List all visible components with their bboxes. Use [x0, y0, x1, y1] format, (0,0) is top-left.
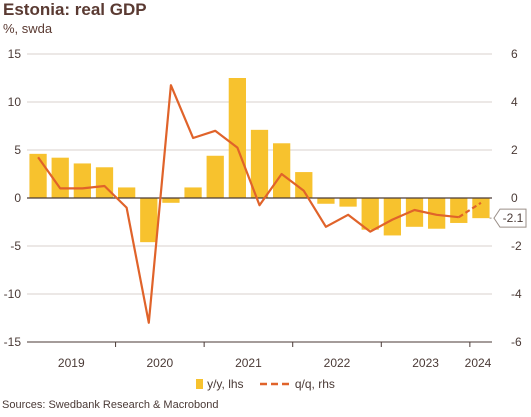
annotation-box: [493, 208, 527, 228]
bar: [140, 198, 158, 243]
legend-label-qq: q/q, rhs: [294, 377, 335, 391]
y-right-tick-label: 0: [511, 191, 518, 205]
bar: [51, 157, 69, 198]
bar: [405, 198, 424, 227]
y-right-tick-label: -2: [511, 239, 522, 253]
x-tick-label: 2022: [324, 356, 351, 370]
bar: [450, 198, 468, 223]
bar: [317, 198, 335, 204]
annotation-label: -2.1: [503, 211, 524, 225]
line-series-qq: [37, 84, 482, 324]
qq-line-path: [37, 84, 459, 324]
bar-swatch-icon: [196, 379, 204, 389]
bar: [73, 163, 91, 198]
bar: [428, 198, 446, 229]
legend-item-yy: y/y, lhs: [196, 377, 244, 391]
y-right-tick-label: -4: [511, 287, 522, 301]
y-right-tick-label: -6: [511, 335, 522, 349]
value-annotation: -2.1: [489, 208, 527, 228]
x-tick-label: 2023: [412, 356, 439, 370]
x-tick-label: 2019: [58, 356, 85, 370]
chart-subtitle: %, swda: [3, 21, 53, 36]
bar: [228, 78, 246, 198]
bar: [118, 187, 136, 198]
y-left-tick-label: -5: [10, 239, 21, 253]
legend-item-qq: q/q, rhs: [259, 377, 335, 391]
x-tick-label: 2021: [235, 356, 262, 370]
bar: [295, 172, 313, 198]
y-left-tick-label: -10: [4, 287, 22, 301]
bar: [29, 153, 47, 198]
y-right-tick-label: 4: [511, 95, 518, 109]
x-tick-label: 2020: [147, 356, 174, 370]
bar: [184, 187, 202, 198]
bar: [206, 155, 224, 198]
tick-labels: 2019 2020 2021 2022 2023 2024 -15 -10 -5 0 5 10 15 -6…: [4, 47, 522, 370]
y-right-tick-label: 6: [511, 47, 518, 61]
bar: [383, 198, 401, 236]
y-right-tick-label: 2: [511, 143, 518, 157]
bar: [250, 129, 269, 198]
y-left-tick-label: 5: [14, 143, 21, 157]
qq-line-dashed-segment: [458, 201, 482, 219]
x-tick-label: 2024: [465, 356, 492, 370]
dashed-line-swatch-icon: [259, 382, 290, 386]
bar: [361, 198, 379, 230]
y-left-tick-label: 15: [8, 47, 22, 61]
bar: [339, 198, 357, 207]
legend-label-yy: y/y, lhs: [207, 377, 244, 391]
y-left-tick-label: -15: [4, 335, 22, 349]
bar: [273, 143, 291, 198]
chart-title: Estonia: real GDP: [3, 0, 147, 19]
bar: [472, 198, 490, 219]
legend: y/y, lhs q/q, rhs: [0, 377, 531, 392]
axes: [27, 197, 492, 347]
y-left-tick-label: 0: [14, 191, 21, 205]
source-note: Sources: Swedbank Research & Macrobond: [2, 399, 219, 411]
y-left-tick-label: 10: [8, 95, 22, 109]
bar: [162, 198, 180, 203]
bar-series-yy: [29, 78, 490, 243]
